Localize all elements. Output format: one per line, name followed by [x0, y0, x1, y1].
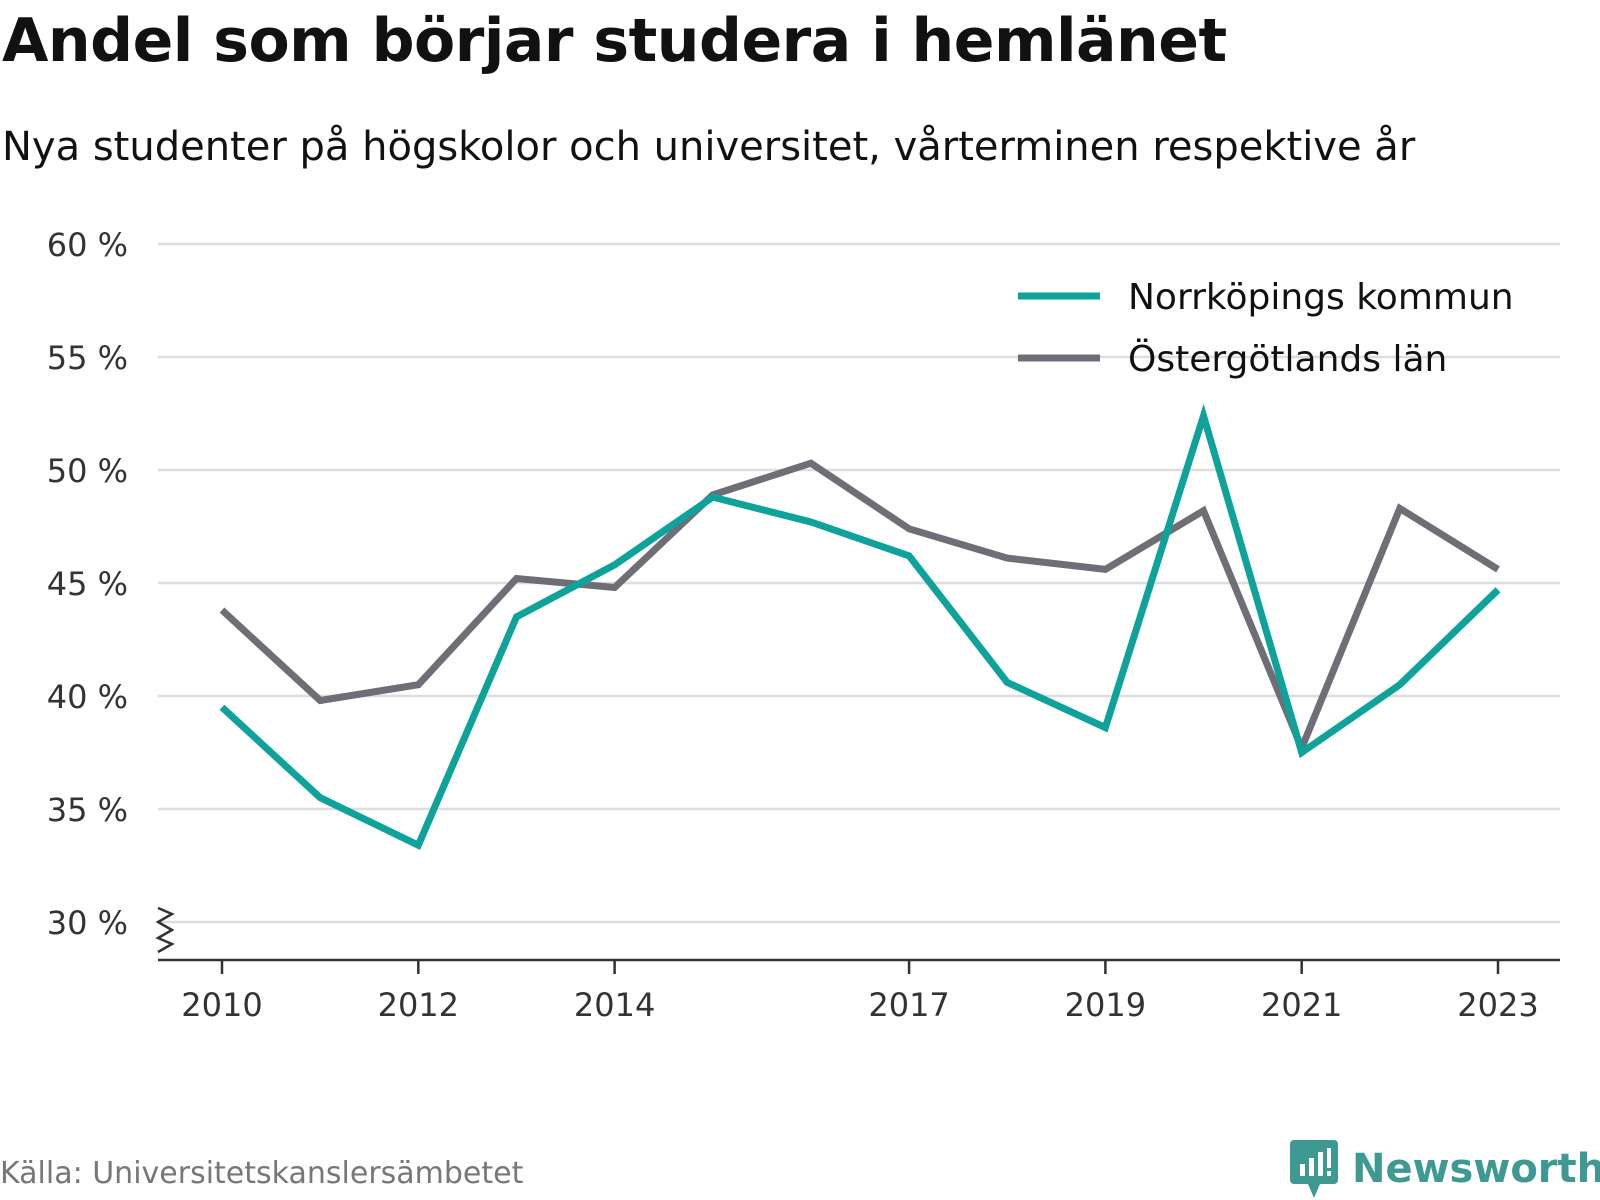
brand-logo: Newsworthy	[1290, 1140, 1600, 1198]
newsworthy-logo-icon	[1290, 1140, 1338, 1198]
chart-title: Andel som börjar studera i hemlänet	[2, 6, 1227, 76]
legend-label: Östergötlands län	[1128, 338, 1447, 380]
source-note: Källa: Universitetskanslersämbetet	[0, 1156, 524, 1191]
y-tick-label: 45 %	[47, 565, 128, 603]
x-axis	[155, 906, 1560, 962]
legend: Norrköpings kommun Östergötlands län	[1018, 277, 1514, 380]
y-axis-ticks: 30 % 35 % 40 % 45 % 50 % 55 % 60 %	[47, 226, 128, 942]
y-tick-label: 50 %	[47, 452, 128, 490]
brand-name: Newsworthy	[1352, 1146, 1600, 1192]
x-tick-label: 2014	[574, 986, 655, 1024]
series-line	[219, 403, 1501, 850]
y-tick-label: 55 %	[47, 339, 128, 377]
x-tick-label: 2019	[1065, 986, 1146, 1024]
legend-label: Norrköpings kommun	[1128, 277, 1514, 318]
x-tick-label: 2017	[868, 986, 949, 1024]
series-lines	[219, 403, 1501, 850]
x-tick-label: 2010	[181, 986, 262, 1024]
y-tick-label: 30 %	[47, 904, 128, 942]
x-tick-label: 2021	[1261, 986, 1342, 1024]
x-tick-label: 2012	[378, 986, 459, 1024]
x-tick-label: 2023	[1457, 986, 1538, 1024]
chart-subtitle: Nya studenter på högskolor och universit…	[2, 124, 1416, 170]
y-tick-label: 60 %	[47, 226, 128, 264]
y-axis-break-icon	[155, 906, 175, 954]
y-tick-label: 35 %	[47, 791, 128, 829]
y-tick-label: 40 %	[47, 678, 128, 716]
x-axis-ticks: 2010 2012 2014 2017 2019 2021 2023	[181, 960, 1539, 1024]
series-line	[219, 459, 1500, 758]
